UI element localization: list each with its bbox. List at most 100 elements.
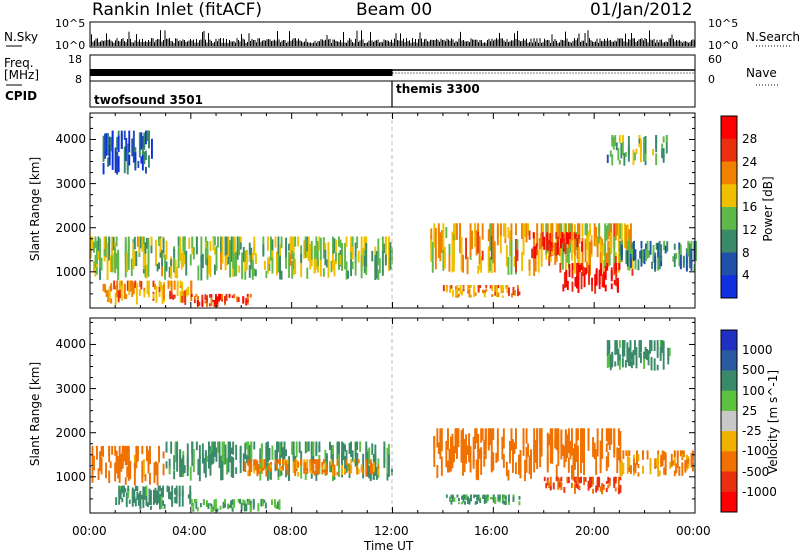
p-cell-r3 (601, 245, 604, 263)
colorbar-swatch (721, 451, 737, 473)
v-cell-r0 (142, 459, 145, 477)
v-cell-r1 (227, 455, 230, 473)
v-cell-r2 (310, 459, 313, 471)
v-cell-r5 (525, 428, 528, 444)
v-cell-r8 (692, 450, 694, 462)
p-cell-r9 (108, 136, 111, 147)
p-cell-r0 (371, 250, 374, 262)
v-cell-r0 (91, 445, 94, 466)
v-cell-r3 (127, 489, 130, 499)
v-cell-r2 (325, 467, 328, 473)
v-cell-r2 (247, 470, 250, 477)
p-cell-r7 (649, 240, 652, 255)
p-cell-r5 (613, 279, 616, 285)
v-cell-r2 (254, 459, 257, 464)
p-cell-r6 (455, 292, 457, 298)
v-cell-r5 (475, 428, 478, 444)
colorbar-swatch (721, 184, 737, 208)
v-cell-r1 (235, 444, 238, 460)
p-cell-r0 (229, 259, 232, 278)
p-cell-r0 (253, 236, 256, 256)
p-cell-r4 (559, 232, 562, 239)
p-cell-r1 (155, 296, 158, 303)
v-cell-r3 (127, 485, 130, 491)
v-cell-r1 (195, 441, 198, 451)
p-cell-r7 (672, 256, 675, 262)
p-cell-r1 (146, 280, 149, 294)
p-cell-r7 (634, 259, 637, 270)
v-cell-r2 (324, 462, 327, 469)
v-cell-r1 (209, 453, 212, 476)
v-cell-r1 (197, 458, 200, 475)
p-cell-r0 (338, 236, 340, 247)
v-cell-r6 (549, 480, 552, 491)
p-cell-r1 (143, 287, 146, 293)
v-cell-r5 (587, 433, 590, 451)
v-cell-r5 (474, 428, 477, 449)
v-cell-r4 (192, 504, 195, 512)
p-cell-r3 (602, 260, 605, 276)
v-cell-r2 (286, 464, 289, 469)
v-cell-r7 (470, 494, 473, 502)
v-cell-r1 (221, 441, 224, 452)
p-cell-r0 (377, 249, 380, 266)
p-cell-r4 (535, 244, 538, 256)
v-cell-r7 (485, 496, 488, 503)
p-cell-r3 (564, 247, 567, 273)
v-cell-r1 (359, 441, 362, 452)
p-cell-r0 (271, 239, 274, 251)
v-cell-r8 (630, 465, 632, 474)
v-cell-r8 (692, 461, 694, 472)
p-cell-r0 (136, 236, 139, 247)
v-cell-r2 (303, 459, 306, 464)
p-cell-r0 (214, 236, 216, 246)
v-cell-r1 (304, 441, 307, 454)
v-cell-r5 (519, 467, 522, 479)
v-cell-r7 (461, 495, 464, 500)
p-cell-r2 (215, 300, 217, 305)
v-cell-r4 (212, 509, 214, 512)
v-cell-r3 (171, 497, 174, 507)
v-cell-r9 (632, 350, 635, 359)
p-cell-r0 (224, 236, 227, 256)
p-cell-r3 (605, 225, 608, 241)
p-cell-r0 (156, 263, 159, 272)
v-cell-r5 (567, 457, 570, 473)
p-cell-r0 (111, 258, 114, 266)
p-cell-r7 (685, 253, 688, 272)
p-cell-r0 (114, 251, 117, 274)
p-cell-r1 (125, 294, 128, 299)
v-cell-r5 (540, 428, 543, 457)
v-cell-r5 (577, 428, 579, 441)
v-cell-r5 (481, 428, 484, 441)
p-cell-r3 (619, 223, 622, 240)
p-cell-r6 (497, 285, 500, 289)
p-cell-r6 (500, 285, 503, 294)
v-cell-r5 (468, 433, 471, 463)
p-cell-r3 (456, 223, 458, 240)
p-cell-r3 (566, 247, 569, 263)
p-cell-r2 (246, 296, 249, 301)
v-cell-r7 (512, 496, 515, 502)
v-cell-r7 (497, 494, 500, 502)
p-cell-r3 (515, 238, 517, 273)
p-cell-r3 (596, 236, 599, 258)
p-cell-r1 (135, 298, 138, 305)
station-title: Rankin Inlet (fitACF) (92, 0, 263, 20)
v-cell-r5 (448, 448, 451, 473)
v-cell-r6 (563, 487, 566, 493)
v-cell-r5 (613, 428, 616, 454)
v-cell-r9 (614, 340, 617, 355)
v-cell-r5 (512, 441, 514, 457)
power-colorbar-tick: 24 (742, 154, 758, 169)
p-cell-r1 (179, 291, 182, 303)
v-cell-r9 (653, 340, 656, 351)
p-cell-r1 (173, 294, 176, 299)
v-cell-r0 (108, 445, 111, 456)
v-cell-r1 (212, 441, 215, 451)
p-cell-r6 (458, 294, 460, 297)
v-cell-r5 (518, 454, 520, 475)
v-cell-r9 (647, 351, 650, 366)
p-cell-r5 (582, 266, 585, 277)
v-cell-r5 (522, 438, 525, 456)
